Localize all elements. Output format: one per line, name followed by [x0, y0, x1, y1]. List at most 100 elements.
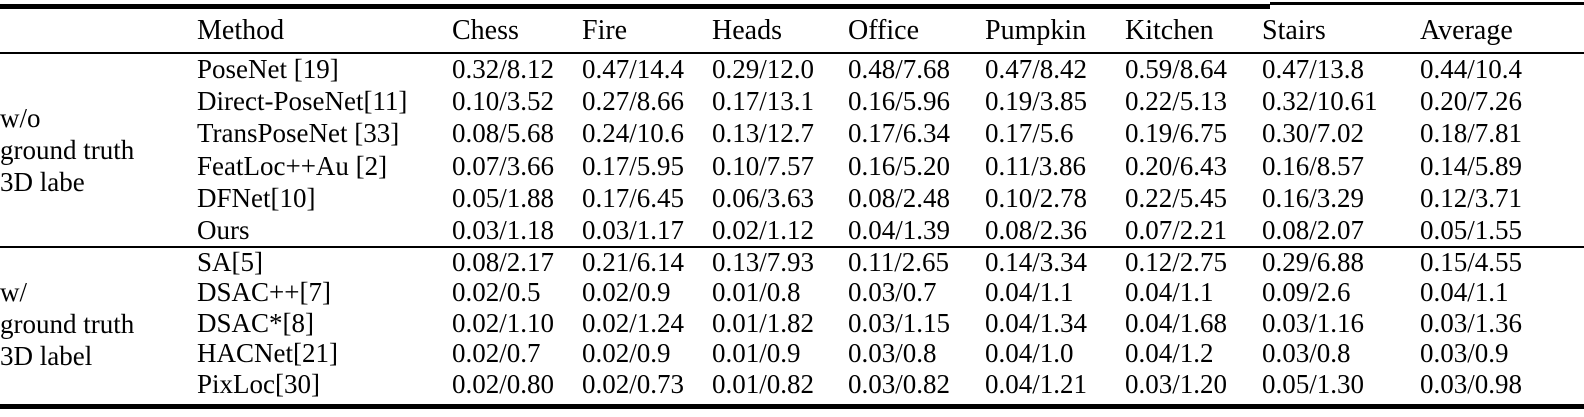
value-cell-kitchen: 0.12/2.75 — [1125, 247, 1228, 278]
column-header-pumpkin: Pumpkin — [985, 9, 1125, 54]
value-cell-average: 0.14/5.89 — [1420, 150, 1523, 181]
value-cell-stairs: 0.16/3.29 — [1262, 182, 1365, 213]
value-cell-heads: 0.01/0.82 — [712, 369, 815, 399]
value-cell-chess: 0.10/3.52 — [452, 85, 555, 116]
method-cell: Ours — [197, 214, 452, 248]
value-cell-heads: 0.01/0.8 — [712, 277, 801, 308]
value-cell-kitchen: 0.59/8.64 — [1125, 54, 1228, 85]
method-cell: Direct-PoseNet[11] — [197, 85, 408, 116]
value-cell-office: 0.48/7.68 — [848, 54, 951, 85]
value-cell-pumpkin: 0.04/1.21 — [985, 369, 1088, 399]
value-cell-heads: 0.06/3.63 — [712, 182, 815, 213]
results-table: Method Chess Fire Heads Office Pumpkin Kitchen… — [0, 9, 1584, 400]
value-cell-average: 0.15/4.55 — [1420, 247, 1523, 278]
value-cell-average: 0.18/7.81 — [1420, 118, 1523, 149]
table-row: w/ground truth 3D label SA[5] 0.08/2.17 0.21… — [0, 247, 1584, 371]
top-rule-thick-segment — [0, 4, 1270, 9]
table-row: TransPoseNet [33] 0.08/5.68 0.24/10.6 0.13/… — [0, 118, 1584, 150]
value-cell-chess: 0.32/8.12 — [452, 54, 555, 85]
value-cell-pumpkin: 0.08/2.36 — [985, 214, 1125, 248]
group-label-line: ground truth — [0, 134, 135, 165]
column-header-office: Office — [848, 9, 985, 54]
bottom-rule — [0, 404, 1584, 409]
column-header-average: Average — [1420, 9, 1584, 54]
value-cell-average: 0.03/1.36 — [1420, 307, 1523, 338]
value-cell-kitchen: 0.03/1.20 — [1125, 369, 1228, 399]
value-cell-pumpkin: 0.04/1.0 — [985, 338, 1074, 369]
value-cell-kitchen: 0.20/6.43 — [1125, 150, 1228, 181]
value-cell-kitchen: 0.22/5.13 — [1125, 85, 1228, 116]
column-header-chess: Chess — [452, 9, 582, 54]
value-cell-pumpkin: 0.47/8.42 — [985, 54, 1088, 85]
group-1-body: w/o ground truth 3D labe PoseNet [19] 0.32/8… — [0, 53, 1584, 248]
table-row: Ours 0.03/1.18 0.03/1.17 0.02/1.12 0.04/1.39… — [0, 214, 1584, 248]
value-cell-office: 0.17/6.34 — [848, 118, 951, 149]
table-row: Direct-PoseNet[11] 0.10/3.52 0.27/8.66 0.17… — [0, 85, 1584, 117]
value-cell-pumpkin: 0.11/3.86 — [985, 150, 1086, 181]
column-header-fire: Fire — [582, 9, 712, 54]
method-cell: FeatLoc++Au [2] — [197, 150, 388, 181]
column-header-group-label — [0, 9, 197, 54]
value-cell-fire: 0.02/0.9 — [582, 277, 671, 308]
value-cell-chess: 0.02/0.80 — [452, 369, 555, 399]
value-cell-heads: 0.29/12.0 — [712, 54, 815, 85]
table-row: w/o ground truth 3D labe PoseNet [19] 0.32/8… — [0, 53, 1584, 248]
value-cell-stairs: 0.03/1.16 — [1262, 307, 1365, 338]
group-label-line: 3D labe — [0, 166, 85, 197]
value-cell-fire: 0.24/10.6 — [582, 118, 685, 149]
method-cell: PixLoc[30] — [197, 369, 320, 399]
method-cell: TransPoseNet [33] — [197, 118, 400, 149]
top-rule-thin-segment — [1270, 2, 1584, 5]
value-cell-chess: 0.02/1.10 — [452, 307, 555, 338]
value-cell-heads: 0.13/7.93 — [712, 247, 815, 278]
method-cell: SA[5] — [197, 247, 263, 278]
method-cell: DSAC++[7] — [197, 277, 331, 308]
value-cell-stairs: 0.09/2.6 — [1262, 277, 1351, 308]
group-label-line: ground truth — [0, 308, 135, 339]
value-cell-fire: 0.21/6.14 — [582, 247, 685, 278]
value-cell-heads: 0.13/12.7 — [712, 118, 815, 149]
table-row: PixLoc[30] 0.02/0.80 0.02/0.73 0.01/0.82 0.0… — [0, 369, 1584, 400]
method-cell: PoseNet [19] — [197, 54, 339, 85]
value-cell-chess: 0.08/2.17 — [452, 247, 555, 278]
value-cell-fire: 0.17/5.95 — [582, 150, 685, 181]
table-row: HACNet[21] 0.02/0.7 0.02/0.9 0.01/0.9 0.03/0… — [0, 339, 1584, 370]
value-cell-average: 0.03/0.9 — [1420, 338, 1509, 369]
group-label-line: w/o — [0, 102, 41, 133]
value-cell-heads: 0.01/0.9 — [712, 338, 801, 369]
group-2-body: w/ground truth 3D label SA[5] 0.08/2.17 0.21… — [0, 247, 1584, 400]
value-cell-average: 0.20/7.26 — [1420, 85, 1523, 116]
group-label-line: w/ — [0, 276, 27, 307]
value-cell-office: 0.03/0.7 — [848, 277, 937, 308]
value-cell-kitchen: 0.07/2.21 — [1125, 214, 1262, 248]
value-cell-pumpkin: 0.10/2.78 — [985, 182, 1088, 213]
value-cell-fire: 0.02/0.9 — [582, 338, 671, 369]
value-cell-fire: 0.17/6.45 — [582, 182, 685, 213]
value-cell-stairs: 0.16/8.57 — [1262, 150, 1365, 181]
value-cell-office: 0.16/5.20 — [848, 150, 951, 181]
column-header-method: Method — [197, 9, 452, 54]
value-cell-heads: 0.01/1.82 — [712, 307, 815, 338]
header-row: Method Chess Fire Heads Office Pumpkin Kitchen… — [0, 9, 1584, 54]
value-cell-fire: 0.03/1.17 — [582, 214, 712, 248]
value-cell-office: 0.03/0.8 — [848, 338, 937, 369]
table-row: DSAC++[7] 0.02/0.5 0.02/0.9 0.01/0.8 0.03/0.… — [0, 277, 1584, 308]
method-cell: DSAC*[8] — [197, 307, 315, 338]
value-cell-chess: 0.07/3.66 — [452, 150, 555, 181]
value-cell-average: 0.03/0.98 — [1420, 369, 1523, 399]
value-cell-fire: 0.27/8.66 — [582, 85, 685, 116]
group-2-label: w/ground truth 3D label — [0, 247, 197, 400]
value-cell-kitchen: 0.19/6.75 — [1125, 118, 1228, 149]
group-label-line: 3D label — [0, 340, 93, 371]
value-cell-kitchen: 0.04/1.68 — [1125, 307, 1228, 338]
column-header-heads: Heads — [712, 9, 848, 54]
value-cell-heads: 0.10/7.57 — [712, 150, 815, 181]
value-cell-chess: 0.08/5.68 — [452, 118, 555, 149]
value-cell-chess: 0.02/0.5 — [452, 277, 541, 308]
value-cell-pumpkin: 0.19/3.85 — [985, 85, 1088, 116]
value-cell-fire: 0.47/14.4 — [582, 54, 685, 85]
value-cell-stairs: 0.30/7.02 — [1262, 118, 1365, 149]
value-cell-fire: 0.02/0.73 — [582, 369, 685, 399]
value-cell-chess: 0.03/1.18 — [452, 214, 582, 248]
